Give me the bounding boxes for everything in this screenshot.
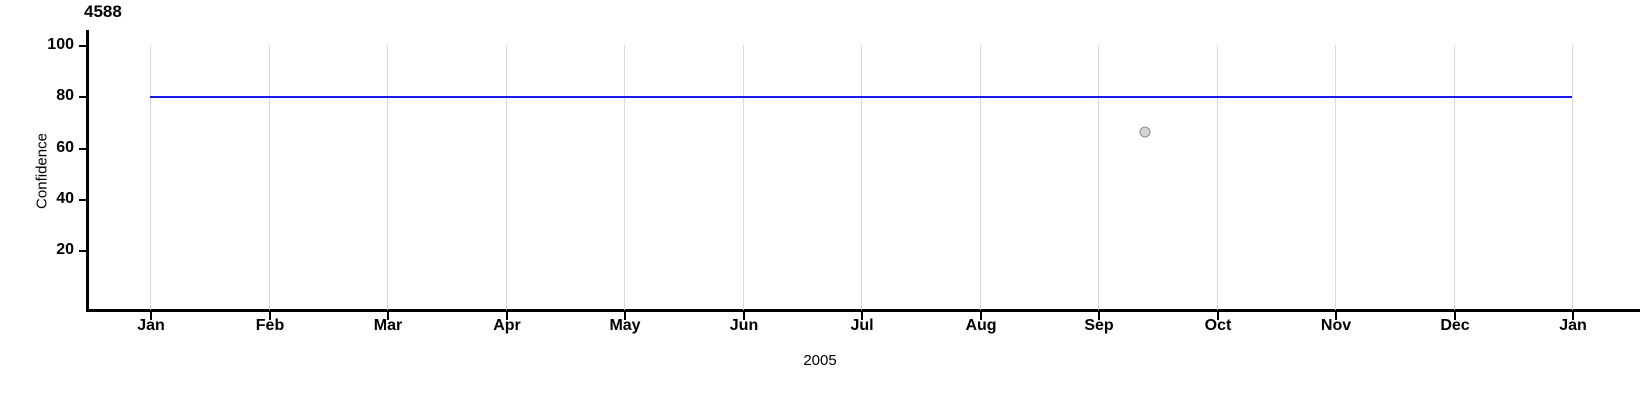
gridline-mar-2 bbox=[387, 45, 388, 310]
x-tick-mark-8 bbox=[1098, 311, 1100, 320]
gridline-aug-7 bbox=[980, 45, 981, 310]
gridline-dec-11 bbox=[1454, 45, 1455, 310]
x-tick-mark-7 bbox=[980, 311, 982, 320]
x-tick-label-4: May bbox=[609, 317, 641, 334]
x-tick-mark-1 bbox=[269, 311, 271, 320]
x-axis-line bbox=[86, 309, 1640, 312]
y-tick-mark-40 bbox=[79, 199, 87, 201]
x-tick-mark-3 bbox=[506, 311, 508, 320]
data-point-observation-0[interactable] bbox=[1139, 126, 1151, 138]
gridline-sep-8 bbox=[1098, 45, 1099, 310]
x-tick-label-1: Feb bbox=[255, 317, 285, 334]
x-tick-label-2: Mar bbox=[373, 317, 403, 334]
y-tick-label-80: 80 bbox=[56, 87, 74, 104]
chart-title: 4588 bbox=[84, 2, 122, 21]
gridline-jan-12 bbox=[1572, 45, 1573, 310]
y-axis-line bbox=[86, 30, 89, 311]
x-tick-mark-10 bbox=[1335, 311, 1337, 320]
series-line-threshold bbox=[150, 96, 1572, 98]
gridline-nov-10 bbox=[1335, 45, 1336, 310]
y-tick-mark-80 bbox=[79, 96, 87, 98]
x-tick-label-8: Sep bbox=[1084, 317, 1114, 334]
gridline-may-4 bbox=[624, 45, 625, 310]
y-tick-mark-20 bbox=[79, 250, 87, 252]
y-tick-label-60: 60 bbox=[56, 139, 74, 156]
gridline-oct-9 bbox=[1217, 45, 1218, 310]
x-tick-mark-12 bbox=[1572, 311, 1574, 320]
x-tick-label-11: Dec bbox=[1440, 317, 1470, 334]
gridline-jul-6 bbox=[861, 45, 862, 310]
y-tick-label-40: 40 bbox=[56, 190, 74, 207]
x-tick-label-3: Apr bbox=[493, 317, 521, 334]
x-tick-mark-4 bbox=[624, 311, 626, 320]
x-tick-label-6: Jul bbox=[850, 317, 874, 334]
x-tick-label-10: Nov bbox=[1320, 317, 1352, 334]
gridline-jan-0 bbox=[150, 45, 151, 310]
y-axis-title: Confidence bbox=[33, 132, 51, 209]
x-tick-mark-2 bbox=[387, 311, 389, 320]
y-tick-mark-100 bbox=[79, 45, 87, 47]
x-tick-label-7: Aug bbox=[965, 317, 997, 334]
x-axis-title-wrapper: 2005 bbox=[0, 352, 1650, 369]
y-axis-title-wrapper: Confidence bbox=[0, 30, 50, 311]
x-tick-label-0: Jan bbox=[137, 317, 165, 334]
gridline-feb-1 bbox=[269, 45, 270, 310]
x-tick-label-12: Jan bbox=[1559, 317, 1587, 334]
x-tick-mark-6 bbox=[861, 311, 863, 320]
x-tick-label-5: Jun bbox=[729, 317, 759, 334]
x-tick-label-9: Oct bbox=[1204, 317, 1232, 334]
x-tick-mark-0 bbox=[150, 311, 152, 320]
x-axis-title: 2005 bbox=[803, 352, 837, 369]
x-tick-mark-5 bbox=[743, 311, 745, 320]
y-tick-label-100: 100 bbox=[47, 36, 74, 53]
y-tick-label-20: 20 bbox=[56, 241, 74, 258]
gridline-jun-5 bbox=[743, 45, 744, 310]
x-tick-mark-11 bbox=[1454, 311, 1456, 320]
y-tick-mark-60 bbox=[79, 148, 87, 150]
gridline-apr-3 bbox=[506, 45, 507, 310]
x-tick-mark-9 bbox=[1217, 311, 1219, 320]
